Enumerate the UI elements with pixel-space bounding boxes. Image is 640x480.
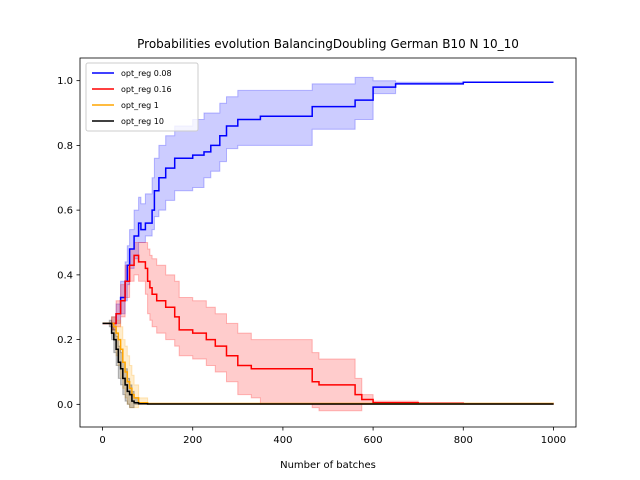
- x-tick-label: 600: [364, 435, 383, 446]
- plot-frame: [79, 57, 577, 428]
- legend-label-2: opt_reg 1: [121, 101, 159, 110]
- series-lines: [102, 81, 554, 405]
- x-tick-label: 0: [99, 435, 105, 446]
- series-line-0: [102, 81, 554, 325]
- legend-label-0: opt_reg 0.08: [121, 69, 172, 78]
- legend-frame: [85, 62, 199, 132]
- x-tick-label: 400: [273, 435, 292, 446]
- chart-title: Probabilities evolution BalancingDoublin…: [137, 37, 519, 51]
- series-line-3: [102, 322, 554, 405]
- x-axis-label: Number of batches: [280, 460, 376, 471]
- series-line-1: [102, 254, 554, 405]
- series-band-2: [102, 316, 554, 409]
- x-tick-label: 200: [183, 435, 202, 446]
- x-tick-label: 1000: [541, 435, 566, 446]
- y-tick-label: 0.4: [57, 270, 73, 281]
- series-line-2: [102, 322, 554, 405]
- y-axis: 0.0 0.2 0.4 0.6 0.8 1.0: [57, 76, 80, 411]
- y-tick-label: 0.6: [57, 206, 73, 217]
- legend: opt_reg 0.08 opt_reg 0.16 opt_reg 1 opt_reg…: [85, 62, 199, 132]
- legend-label-1: opt_reg 0.16: [121, 85, 172, 94]
- x-tick-label: 800: [454, 435, 473, 446]
- confidence-bands: [102, 76, 554, 412]
- legend-label-3: opt_reg 10: [121, 117, 164, 126]
- y-tick-label: 0.2: [57, 335, 73, 346]
- y-tick-label: 0.0: [57, 400, 73, 411]
- y-tick-label: 0.8: [57, 141, 73, 152]
- y-tick-label: 1.0: [57, 76, 73, 87]
- x-axis: 0 200 400 600 800 1000: [99, 427, 566, 446]
